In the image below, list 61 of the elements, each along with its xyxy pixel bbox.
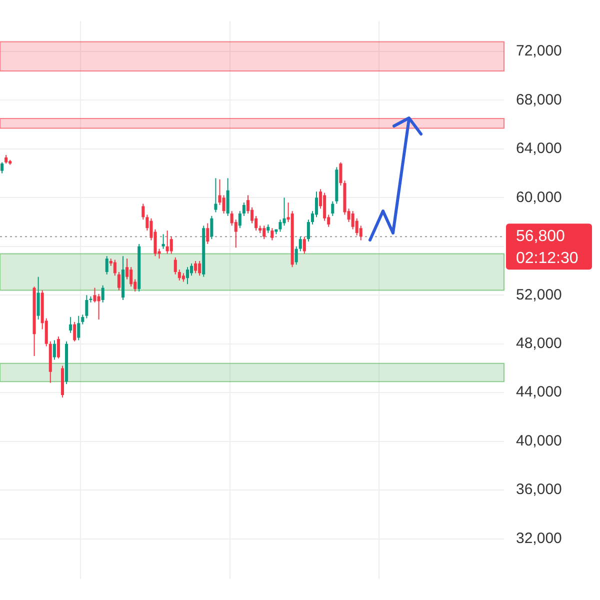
candlestick bbox=[174, 256, 177, 275]
y-tick-label: 44,000 bbox=[516, 384, 562, 401]
candlestick bbox=[73, 321, 76, 342]
candlestick bbox=[262, 225, 266, 240]
candlestick bbox=[36, 276, 40, 320]
candlestick bbox=[359, 225, 362, 241]
candlestick bbox=[166, 230, 169, 254]
text: 02:12:30 bbox=[516, 250, 578, 268]
candlestick bbox=[198, 260, 202, 276]
candlestick bbox=[339, 162, 342, 186]
candlestick bbox=[206, 222, 210, 244]
candlestick bbox=[238, 210, 242, 229]
candlestick bbox=[186, 266, 189, 285]
candlestick bbox=[298, 236, 302, 252]
candlestick bbox=[113, 259, 116, 276]
candlestick bbox=[117, 271, 120, 291]
candlestick bbox=[278, 219, 282, 232]
candlestick bbox=[194, 260, 198, 274]
candlestick bbox=[130, 266, 133, 288]
candlestick bbox=[56, 336, 60, 359]
candlestick bbox=[105, 256, 108, 275]
y-tick-label: 60,000 bbox=[516, 188, 562, 206]
candlestick bbox=[85, 294, 88, 319]
candlestick bbox=[81, 314, 84, 325]
candlestick bbox=[162, 234, 165, 250]
candlestick bbox=[226, 178, 230, 216]
y-tick-label: 32,000 bbox=[516, 530, 562, 547]
y-tick-label: 64,000 bbox=[516, 140, 562, 158]
candlestick bbox=[323, 192, 326, 222]
candlestick bbox=[222, 194, 226, 214]
candlestick bbox=[77, 315, 80, 341]
ref-line-label: 56,800 bbox=[516, 228, 566, 246]
y-tick-label: 48,000 bbox=[516, 335, 562, 352]
candlestick bbox=[302, 236, 306, 254]
candlestick bbox=[210, 215, 214, 240]
candlestick bbox=[282, 197, 286, 226]
candlestick bbox=[214, 178, 218, 213]
y-tick-label: 40,000 bbox=[516, 432, 562, 450]
candlestick bbox=[190, 262, 194, 276]
candlestick bbox=[242, 202, 246, 216]
y-tick-label: 52,000 bbox=[516, 286, 562, 304]
candlestick bbox=[170, 236, 173, 254]
candlestick bbox=[270, 228, 274, 241]
candlestick bbox=[178, 269, 181, 282]
candlestick bbox=[315, 191, 318, 218]
candlestick bbox=[142, 203, 145, 220]
y-tick-label: 72,000 bbox=[516, 42, 562, 60]
candlestick bbox=[294, 246, 298, 266]
candlestick bbox=[306, 219, 310, 242]
candlestick bbox=[125, 258, 129, 280]
y-tick-label: 68,000 bbox=[516, 91, 562, 108]
candlestick bbox=[355, 218, 358, 236]
candlestick bbox=[101, 284, 104, 303]
candlestick bbox=[69, 316, 72, 334]
candlestick bbox=[97, 293, 100, 320]
candlestick bbox=[331, 200, 334, 216]
y-tick-label: 36,000 bbox=[516, 481, 562, 498]
candlestick bbox=[52, 340, 56, 360]
candlestick bbox=[0, 162, 4, 174]
candlestick bbox=[351, 210, 354, 230]
candlestick bbox=[93, 287, 96, 303]
